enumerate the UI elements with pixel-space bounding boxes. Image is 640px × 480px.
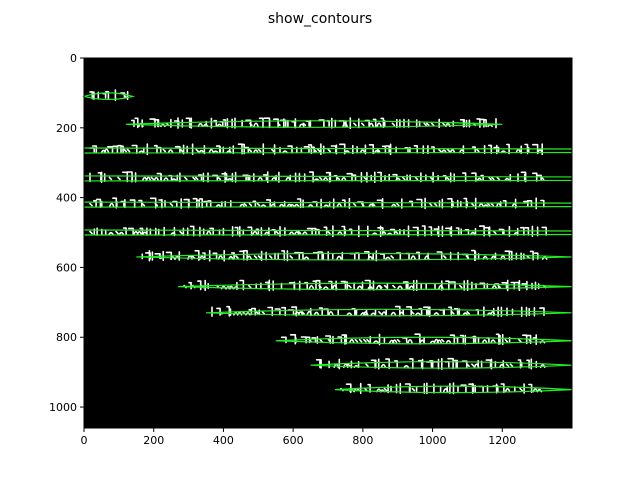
x-axis: 0 200 400 600 800 1000 1200 [81,428,516,447]
y-axis: 0 200 400 600 800 1000 [49,52,84,414]
x-tick-label: 800 [352,434,373,447]
y-tick-label: 0 [70,52,77,65]
x-tick-label: 400 [213,434,234,447]
y-tick-label: 600 [56,261,77,274]
contour-line-2 [125,120,503,128]
x-tick-label: 200 [143,434,164,447]
y-tick-label: 400 [56,192,77,205]
contour-line-3 [83,147,573,154]
x-tick-label: 0 [81,434,88,447]
image-area [84,58,572,428]
contour-line-4 [83,175,573,182]
contour-line-1 [81,92,136,100]
contour-line-5 [83,201,573,208]
contour-line-6 [83,229,573,236]
y-tick-label: 1000 [49,401,77,414]
y-tick-label: 200 [56,122,77,135]
x-tick-label: 1000 [419,434,447,447]
x-tick-label: 600 [283,434,304,447]
chart-title: show_contours [268,11,372,27]
x-tick-label: 1200 [488,434,516,447]
y-tick-label: 800 [56,331,77,344]
plot-frame [83,57,573,429]
